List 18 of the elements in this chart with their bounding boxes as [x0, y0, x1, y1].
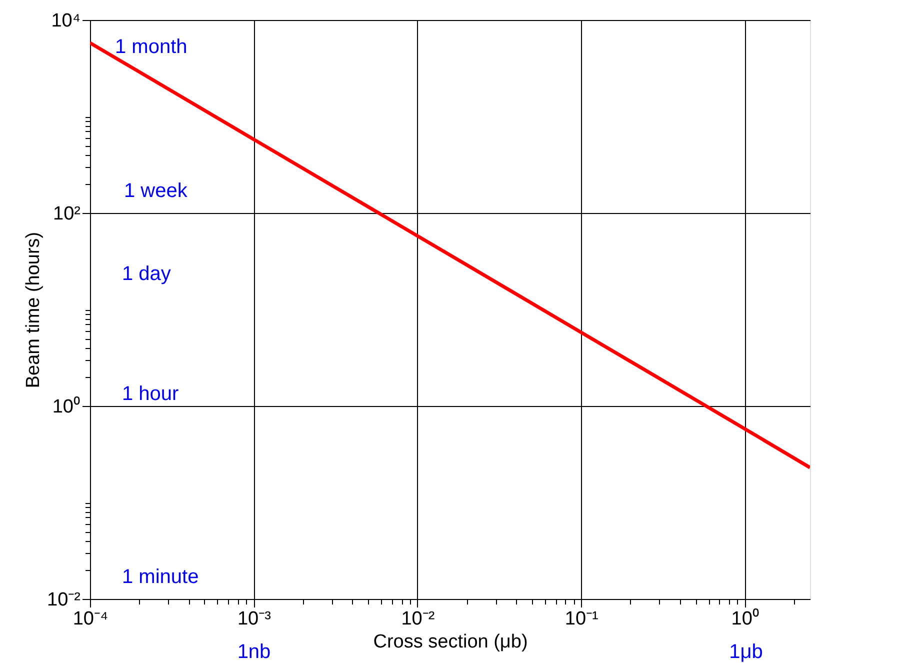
y-tick-label: 10⁴ — [51, 10, 80, 32]
annotation: 1 day — [122, 263, 171, 285]
x-tick-label: 10⁰ — [731, 608, 760, 630]
y-axis-title: Beam time (hours) — [23, 232, 44, 388]
text: 1μb — [729, 641, 763, 663]
x-tick-label: 10⁻² — [401, 608, 435, 630]
y-tick-label: 10² — [53, 204, 80, 224]
x-axis-title: Cross section (μb) — [373, 632, 528, 652]
y-tick-label: 10⁻² — [47, 590, 80, 610]
text: 1nb — [237, 641, 271, 663]
y-tick-label: 10⁰ — [52, 396, 80, 418]
annotation: 1 month — [115, 36, 188, 58]
x-tick-label: 10⁻⁴ — [72, 608, 108, 630]
annotation: 1 minute — [122, 566, 199, 588]
x-tick-label: 10⁻³ — [237, 608, 271, 630]
x-tick-label: 10⁻¹ — [564, 608, 598, 630]
annotation: 1 week — [124, 180, 188, 202]
annotation: 1 hour — [122, 383, 180, 405]
